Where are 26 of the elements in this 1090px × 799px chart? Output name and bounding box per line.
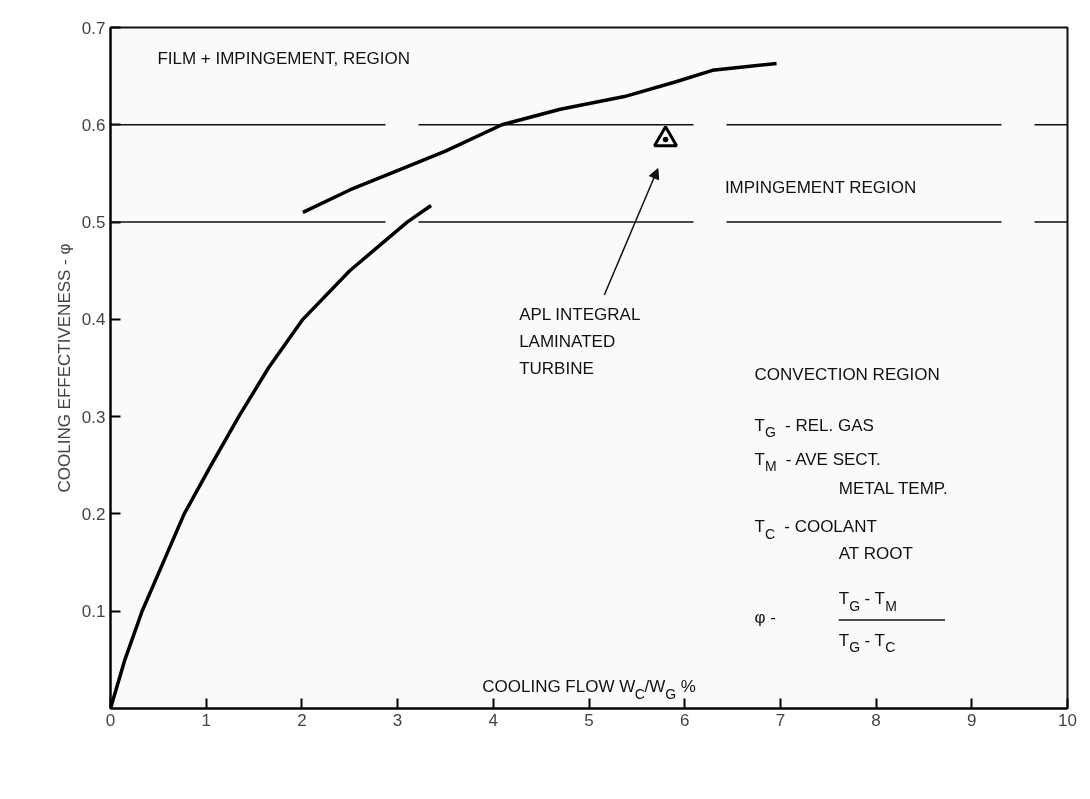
y-tick-label: 0.5 [81, 213, 106, 233]
annotation: CONVECTION REGION [754, 365, 940, 385]
x-tick-label: 6 [679, 710, 690, 730]
y-tick-label: 0.4 [81, 310, 106, 330]
y-tick-label: 0.6 [81, 115, 106, 135]
y-tick-label: 0.3 [81, 407, 106, 427]
annotation: φ - [754, 607, 776, 627]
x-tick-label: 4 [488, 710, 499, 730]
x-tick-label: 8 [871, 710, 881, 730]
annotation: AT ROOT [838, 544, 913, 564]
x-tick-label: 0 [105, 710, 116, 730]
x-tick-label: 5 [584, 710, 594, 730]
x-tick-label: 1 [201, 710, 211, 730]
annotation: APL INTEGRAL LAMINATED TURBINE [519, 304, 641, 379]
x-tick-label: 9 [967, 710, 977, 730]
y-tick-label: 0.2 [81, 504, 106, 524]
annotation: METAL TEMP. [838, 479, 948, 499]
y-tick-label: 0.7 [81, 18, 106, 38]
x-tick-label: 2 [297, 710, 307, 730]
x-tick-label: 3 [392, 710, 403, 730]
y-axis-title: COOLING EFFECTIVENESS - φ [54, 243, 74, 493]
annotation: FILM + IMPINGEMENT, REGION [157, 49, 411, 69]
x-tick-label: 10 [1058, 710, 1077, 730]
annotation: IMPINGEMENT REGION [724, 177, 917, 197]
y-tick-label: 0.1 [81, 602, 106, 622]
x-tick-label: 7 [775, 710, 786, 730]
